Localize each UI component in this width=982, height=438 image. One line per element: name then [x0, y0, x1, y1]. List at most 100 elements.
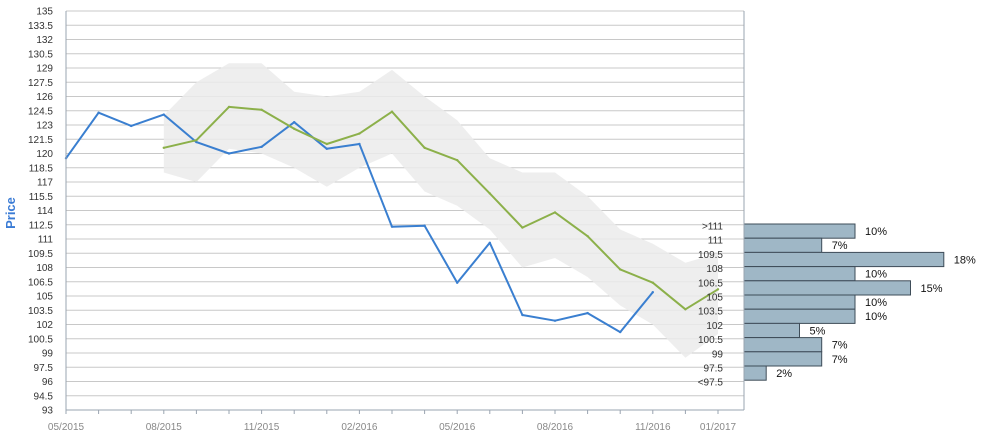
actual-data-point: [325, 147, 328, 150]
distribution-percent-label: 2%: [776, 368, 792, 380]
distribution-percent-label: 10%: [865, 226, 887, 238]
distribution-bar: [743, 351, 823, 367]
actual-data-point: [130, 124, 133, 128]
actual-data-point: [162, 113, 165, 116]
actual-data-point: [553, 319, 557, 322]
x-tick-label: 01/2017: [700, 422, 737, 433]
y-tick-label: 120: [36, 149, 53, 160]
forecast-data-point: [716, 288, 720, 291]
distribution-bin-label: 111: [708, 236, 724, 247]
forecast-data-point: [227, 105, 231, 109]
y-tick-label: 94.5: [34, 391, 54, 402]
y-tick-label: 105: [36, 292, 53, 303]
y-tick-label: 114: [37, 206, 53, 217]
y-tick-label: 133.5: [28, 21, 53, 32]
actual-data-point: [390, 225, 394, 228]
forecast-data-point: [423, 146, 426, 149]
distribution-bar: [743, 308, 856, 324]
distribution-bin-label: 103.5: [698, 307, 723, 318]
y-tick-label: 130.5: [28, 49, 53, 60]
actual-data-point: [619, 330, 622, 334]
forecast-data-point: [162, 146, 165, 149]
actual-data-point: [358, 142, 361, 146]
distribution-bin-label: 102: [706, 321, 723, 332]
y-tick-label: 117: [37, 178, 53, 189]
forecast-band: [163, 63, 719, 358]
distribution-percent-label: 10%: [865, 269, 887, 281]
distribution-percent-label: 7%: [832, 340, 848, 352]
y-tick-label: 127.5: [28, 78, 53, 89]
forecast-data-point: [651, 281, 654, 284]
distribution-bin-label: 100.5: [698, 335, 723, 346]
x-tick-label: 08/2015: [146, 422, 183, 433]
y-tick-label: 106.5: [28, 277, 53, 288]
actual-data-point: [260, 145, 263, 149]
y-tick-label: 103.5: [28, 306, 53, 317]
distribution-bin-label: 105: [706, 293, 723, 304]
y-tick-label: 100.5: [28, 334, 53, 345]
forecast-data-point: [521, 226, 524, 229]
forecast-data-point: [488, 192, 491, 195]
y-tick-label: 126: [36, 92, 53, 103]
x-tick-label: 02/2016: [341, 422, 378, 433]
actual-data-point: [423, 224, 426, 227]
y-tick-label: 108: [36, 263, 53, 274]
distribution-bar: [743, 223, 856, 239]
distribution-bin-label: <97.5: [698, 378, 724, 389]
x-tick-label: 05/2016: [439, 422, 476, 433]
y-tick-label: 121.5: [28, 135, 53, 146]
forecast-data-point: [293, 127, 296, 130]
distribution-bar: [743, 266, 856, 282]
distribution-bar: [743, 280, 911, 296]
distribution-bar: [743, 237, 823, 253]
distribution-bin-label: 108: [706, 264, 723, 275]
distribution-bin-label: 99: [712, 349, 724, 360]
axes: 05/2015 08/2015 11/2015 02/2016 05/2016 08/20…: [48, 11, 745, 433]
price-distribution: >111 10% 111 7% 109.5 18% 108 10% 106.5 15% 105 10%…: [698, 222, 976, 389]
y-tick-label: 93: [42, 406, 54, 417]
forecast-data-point: [684, 308, 687, 311]
actual-data-point: [195, 140, 198, 144]
y-tick-label: 102: [36, 320, 53, 331]
distribution-bar: [743, 337, 823, 353]
distribution-percent-label: 7%: [832, 354, 848, 366]
distribution-percent-label: 10%: [865, 311, 887, 323]
y-tick-label: 115.5: [29, 192, 54, 203]
forecast-data-point: [325, 142, 328, 146]
forecast-data-point: [358, 132, 361, 135]
y-tick-label: 111: [38, 235, 54, 246]
x-tick-label: 05/2015: [48, 422, 85, 433]
y-tick-label: 99: [42, 349, 54, 360]
y-tick-label: 97.5: [34, 363, 54, 374]
distribution-percent-label: 10%: [865, 297, 887, 309]
forecast-series-line: [163, 105, 719, 311]
forecast-data-point: [619, 268, 622, 271]
x-tick-label: 11/2015: [244, 422, 280, 433]
distribution-percent-label: 5%: [810, 325, 826, 337]
distribution-bar: [743, 294, 856, 310]
distribution-bar: [743, 322, 800, 339]
actual-data-point: [488, 241, 491, 244]
forecast-data-point: [260, 108, 263, 112]
distribution-bar: [743, 365, 767, 381]
distribution-percent-label: 15%: [921, 283, 943, 295]
y-tick-label: 112.5: [29, 220, 54, 231]
confidence-band: [163, 63, 719, 358]
series-lines: [64, 105, 720, 334]
actual-data-point: [293, 120, 296, 124]
actual-data-point: [651, 291, 654, 294]
y-tick-label: 118.5: [29, 163, 54, 174]
actual-data-point: [586, 311, 589, 315]
distribution-bin-label: 97.5: [704, 364, 724, 375]
distribution-percent-label: 18%: [954, 254, 976, 266]
forecast-data-point: [553, 211, 557, 214]
y-tick-label: 135: [36, 7, 53, 18]
actual-data-point: [521, 313, 524, 317]
distribution-percent-label: 7%: [832, 240, 848, 252]
y-axis-label: Price: [3, 197, 18, 229]
distribution-bin-label: 109.5: [698, 250, 723, 261]
distribution-bin-label: 106.5: [698, 278, 723, 289]
actual-data-point: [456, 281, 459, 284]
distribution-bar: [743, 251, 945, 268]
x-tick-label: 08/2016: [537, 422, 574, 433]
